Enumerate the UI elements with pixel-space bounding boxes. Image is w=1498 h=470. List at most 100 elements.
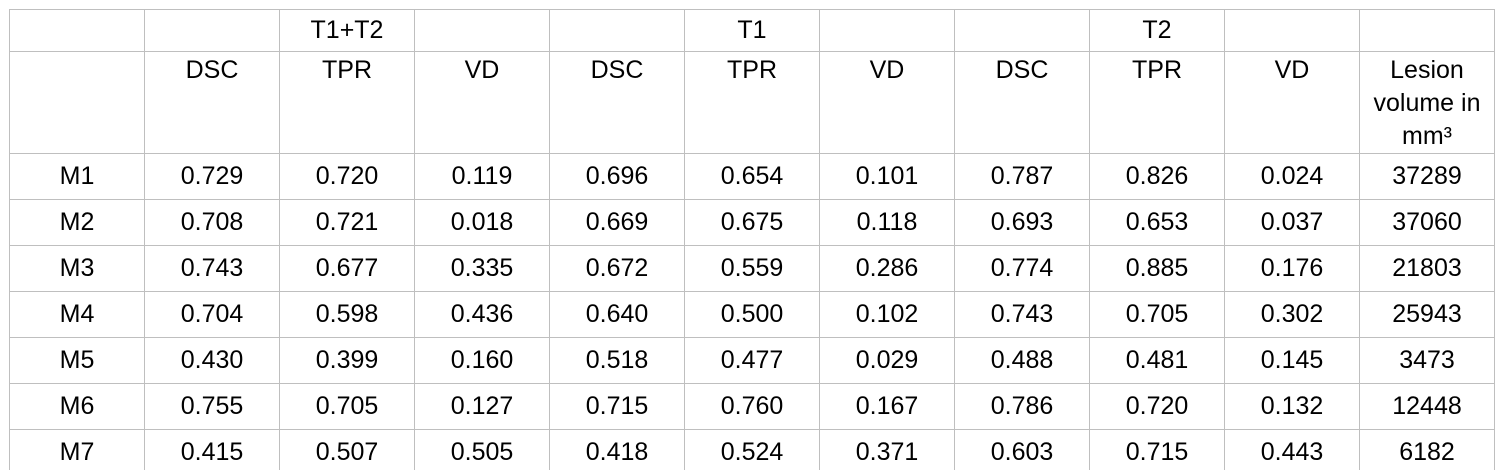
- column-header-cell: VD: [819, 51, 955, 154]
- value-cell: 0.286: [819, 245, 955, 292]
- value-cell: 21803: [1359, 245, 1495, 292]
- value-cell: 0.720: [279, 153, 415, 200]
- row-label-cell: M2: [9, 199, 145, 246]
- value-cell: 0.018: [414, 199, 550, 246]
- value-cell: 0.743: [144, 245, 280, 292]
- group-header-t2: T2: [1089, 9, 1225, 52]
- column-header-cell: DSC: [954, 51, 1090, 154]
- value-cell: 0.507: [279, 429, 415, 470]
- value-cell: 0.640: [549, 291, 685, 338]
- row-label-cell: M1: [9, 153, 145, 200]
- value-cell: 0.672: [549, 245, 685, 292]
- value-cell: 0.518: [549, 337, 685, 384]
- value-cell: 0.371: [819, 429, 955, 470]
- value-cell: 0.669: [549, 199, 685, 246]
- value-cell: 0.127: [414, 383, 550, 430]
- value-cell: 0.488: [954, 337, 1090, 384]
- value-cell: 0.118: [819, 199, 955, 246]
- value-cell: 0.477: [684, 337, 820, 384]
- value-cell: 0.693: [954, 199, 1090, 246]
- value-cell: 0.598: [279, 291, 415, 338]
- value-cell: 0.505: [414, 429, 550, 470]
- value-cell: 0.774: [954, 245, 1090, 292]
- row-label-cell: M6: [9, 383, 145, 430]
- value-cell: 0.705: [279, 383, 415, 430]
- value-cell: 0.037: [1224, 199, 1360, 246]
- value-cell: 0.145: [1224, 337, 1360, 384]
- group-header-cell-empty: [414, 9, 550, 52]
- value-cell: 0.787: [954, 153, 1090, 200]
- table-row: M5 0.430 0.399 0.160 0.518 0.477 0.029 0…: [9, 337, 1495, 384]
- value-cell: 0.415: [144, 429, 280, 470]
- value-cell: 0.418: [549, 429, 685, 470]
- metrics-table: T1+T2 T1 T2 DSC TPR VD DSC TPR VD DSC TP…: [9, 9, 1495, 470]
- value-cell: 0.302: [1224, 291, 1360, 338]
- corner-cell: [9, 51, 145, 154]
- value-cell: 0.826: [1089, 153, 1225, 200]
- group-header-cell-empty: [144, 9, 280, 52]
- group-header-t1t2: T1+T2: [279, 9, 415, 52]
- value-cell: 6182: [1359, 429, 1495, 470]
- value-cell: 25943: [1359, 291, 1495, 338]
- value-cell: 0.653: [1089, 199, 1225, 246]
- value-cell: 0.436: [414, 291, 550, 338]
- table-row: M4 0.704 0.598 0.436 0.640 0.500 0.102 0…: [9, 291, 1495, 338]
- group-header-cell-empty: [549, 9, 685, 52]
- value-cell: 0.708: [144, 199, 280, 246]
- row-label-cell: M4: [9, 291, 145, 338]
- value-cell: 0.176: [1224, 245, 1360, 292]
- value-cell: 0.024: [1224, 153, 1360, 200]
- value-cell: 37289: [1359, 153, 1495, 200]
- value-cell: 0.677: [279, 245, 415, 292]
- group-header-cell-empty: [1359, 9, 1495, 52]
- value-cell: 0.167: [819, 383, 955, 430]
- value-cell: 0.101: [819, 153, 955, 200]
- value-cell: 0.729: [144, 153, 280, 200]
- value-cell: 0.335: [414, 245, 550, 292]
- value-cell: 0.704: [144, 291, 280, 338]
- value-cell: 0.481: [1089, 337, 1225, 384]
- column-header-cell: DSC: [144, 51, 280, 154]
- value-cell: 0.559: [684, 245, 820, 292]
- column-header-cell: DSC: [549, 51, 685, 154]
- table-row: M6 0.755 0.705 0.127 0.715 0.760 0.167 0…: [9, 383, 1495, 430]
- group-header-cell-empty: [819, 9, 955, 52]
- value-cell: 0.705: [1089, 291, 1225, 338]
- value-cell: 0.885: [1089, 245, 1225, 292]
- value-cell: 0.675: [684, 199, 820, 246]
- column-header-cell: TPR: [684, 51, 820, 154]
- group-header-cell-empty: [1224, 9, 1360, 52]
- value-cell: 0.743: [954, 291, 1090, 338]
- row-label-cell: M3: [9, 245, 145, 292]
- value-cell: 0.786: [954, 383, 1090, 430]
- lesion-volume-header-cell: Lesion volume in mm³: [1359, 51, 1495, 154]
- value-cell: 37060: [1359, 199, 1495, 246]
- value-cell: 0.715: [549, 383, 685, 430]
- table-row: M2 0.708 0.721 0.018 0.669 0.675 0.118 0…: [9, 199, 1495, 246]
- value-cell: 0.696: [549, 153, 685, 200]
- value-cell: 0.443: [1224, 429, 1360, 470]
- value-cell: 0.102: [819, 291, 955, 338]
- value-cell: 0.430: [144, 337, 280, 384]
- value-cell: 0.760: [684, 383, 820, 430]
- table-row: M3 0.743 0.677 0.335 0.672 0.559 0.286 0…: [9, 245, 1495, 292]
- value-cell: 3473: [1359, 337, 1495, 384]
- column-header-cell: TPR: [279, 51, 415, 154]
- value-cell: 0.399: [279, 337, 415, 384]
- row-label-cell: M7: [9, 429, 145, 470]
- group-header-cell-empty: [9, 9, 145, 52]
- value-cell: 0.500: [684, 291, 820, 338]
- value-cell: 0.603: [954, 429, 1090, 470]
- table-row: M1 0.729 0.720 0.119 0.696 0.654 0.101 0…: [9, 153, 1495, 200]
- group-header-row: T1+T2 T1 T2: [9, 9, 1495, 52]
- column-header-cell: TPR: [1089, 51, 1225, 154]
- column-header-cell: VD: [414, 51, 550, 154]
- value-cell: 0.160: [414, 337, 550, 384]
- group-header-t1: T1: [684, 9, 820, 52]
- value-cell: 0.029: [819, 337, 955, 384]
- value-cell: 0.524: [684, 429, 820, 470]
- value-cell: 0.720: [1089, 383, 1225, 430]
- group-header-cell-empty: [954, 9, 1090, 52]
- value-cell: 0.715: [1089, 429, 1225, 470]
- row-label-cell: M5: [9, 337, 145, 384]
